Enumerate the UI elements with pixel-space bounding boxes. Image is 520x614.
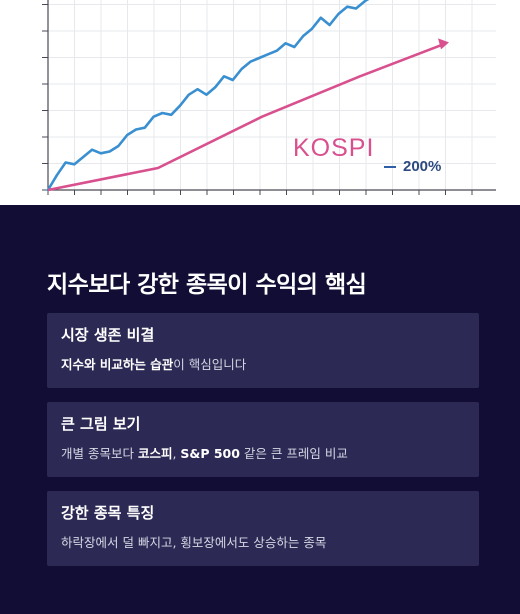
chart-svg	[42, 0, 496, 195]
card-text: 이 핵심입니다	[173, 357, 247, 372]
card-description: 개별 종목보다 코스피, S&P 500 같은 큰 프레임 비교	[61, 443, 465, 462]
card-text: 같은 큰 프레임 비교	[239, 446, 348, 461]
card-title: 강한 종목 특징	[61, 504, 155, 522]
series-line-pink	[47, 42, 447, 192]
card-text: ,	[172, 446, 181, 461]
chart-axes	[42, 0, 496, 195]
series-line-blue	[46, 0, 370, 192]
kospi-legend: 200%	[384, 158, 441, 175]
legend-dash-icon	[384, 165, 396, 168]
content-section: 지수보다 강한 종목이 수익의 핵심 시장 생존 비결 지수와 비교하는 습관이…	[0, 205, 520, 614]
kospi-label: KOSPI	[293, 134, 375, 162]
arrow-head-icon	[438, 38, 449, 50]
card-big-picture: 큰 그림 보기 개별 종목보다 코스피, S&P 500 같은 큰 프레임 비교	[47, 402, 479, 477]
comparison-chart: KOSPI 200%	[0, 0, 520, 205]
card-bold-text: 코스피	[137, 446, 173, 461]
card-text: 하락장에서 덜 빠지고, 횡보장에서도 상승하는 종목	[61, 535, 327, 550]
card-title: 시장 생존 비결	[61, 326, 155, 344]
card-text: 개별 종목보다	[61, 446, 138, 461]
chart-series	[46, 0, 449, 192]
card-bold-text: 지수와 비교하는 습관	[61, 357, 174, 372]
legend-value: 200%	[403, 158, 442, 175]
chart-grid	[48, 0, 496, 190]
card-title: 큰 그림 보기	[61, 415, 141, 433]
section-heading: 지수보다 강한 종목이 수익의 핵심	[47, 272, 367, 298]
card-bold-text: S&P 500	[180, 446, 240, 461]
card-description: 지수와 비교하는 습관이 핵심입니다	[61, 354, 465, 373]
card-strong-stock: 강한 종목 특징 하락장에서 덜 빠지고, 횡보장에서도 상승하는 종목	[47, 491, 479, 566]
card-market-survival: 시장 생존 비결 지수와 비교하는 습관이 핵심입니다	[47, 313, 479, 388]
card-description: 하락장에서 덜 빠지고, 횡보장에서도 상승하는 종목	[61, 532, 465, 551]
